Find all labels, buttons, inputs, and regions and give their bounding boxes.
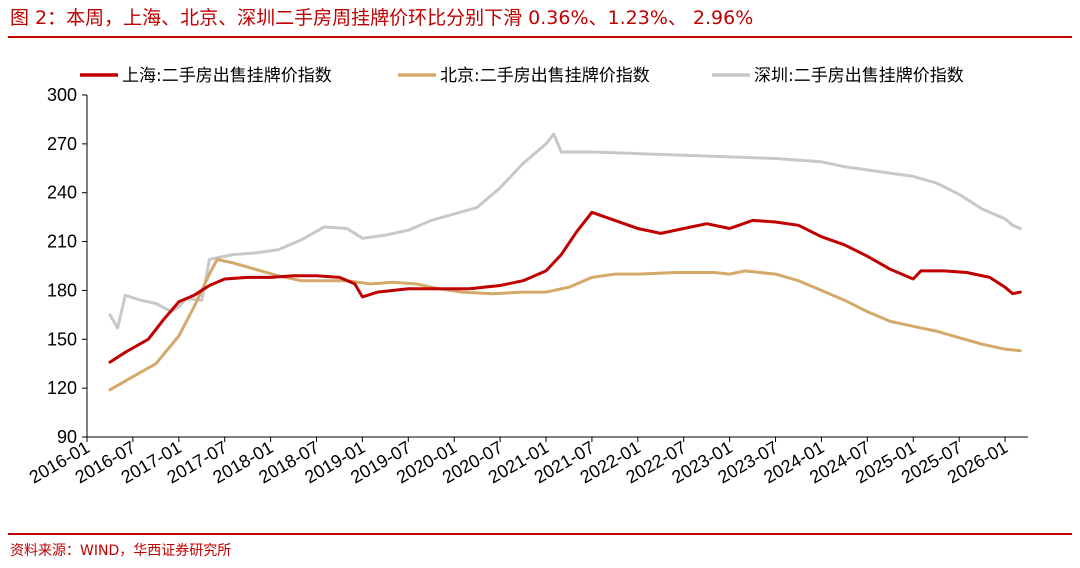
axes: 901201501802102402703002016-012016-07201… (26, 85, 1028, 487)
legend-label-2: 深圳:二手房出售挂牌价指数 (754, 66, 964, 86)
source-note: 资料来源：WIND，华西证券研究所 (10, 543, 232, 559)
y-tick-label: 240 (47, 183, 77, 203)
source-rule (8, 533, 1072, 535)
y-tick-label: 210 (47, 232, 77, 252)
y-tick-label: 270 (47, 134, 77, 154)
legend-label-0: 上海:二手房出售挂牌价指数 (122, 66, 332, 86)
legend: 上海:二手房出售挂牌价指数 北京:二手房出售挂牌价指数 深圳:二手房出售挂牌价指数 (80, 66, 964, 86)
title-rule (8, 36, 1072, 38)
legend-label-1: 北京:二手房出售挂牌价指数 (440, 66, 650, 86)
y-tick-label: 90 (57, 427, 77, 447)
series-line-2 (108, 132, 1022, 330)
y-tick-label: 180 (47, 280, 77, 300)
series-line-0 (108, 210, 1022, 364)
chart-title: 图 2：本周，上海、北京、深圳二手房周挂牌价环比分别下滑 0.36%、1.23%… (10, 7, 754, 29)
y-tick-label: 120 (47, 378, 77, 398)
y-tick-label: 150 (47, 329, 77, 349)
y-tick-label: 300 (47, 85, 77, 105)
plot-area (108, 132, 1022, 392)
series-line-1 (108, 258, 1022, 392)
